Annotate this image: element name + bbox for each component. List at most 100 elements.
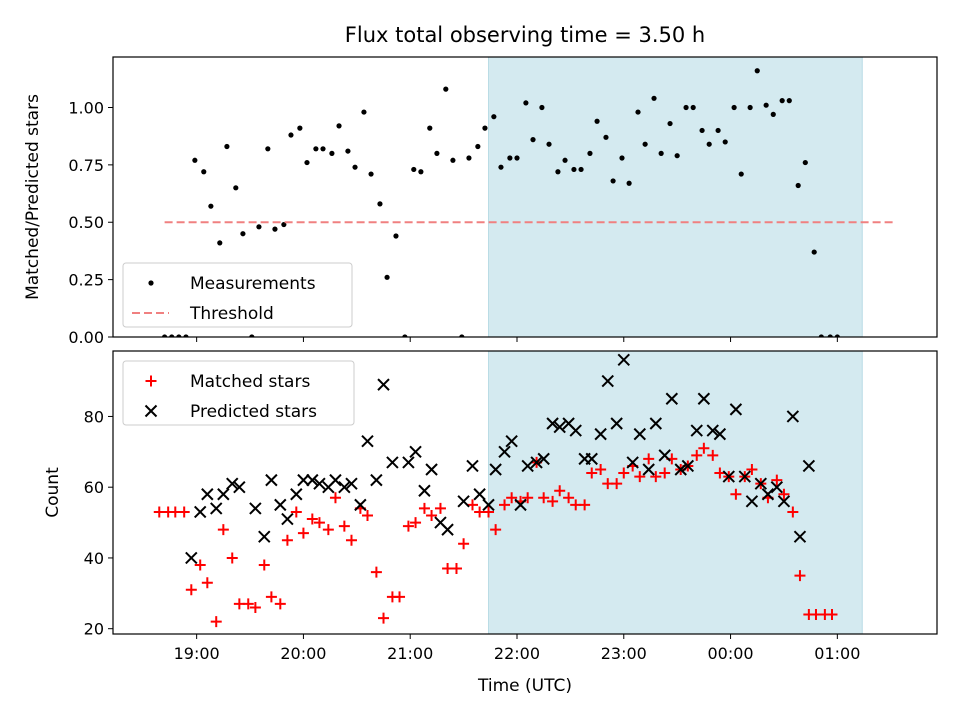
predicted-star-point	[457, 495, 470, 508]
measurement-point	[434, 150, 440, 156]
legend-swatch	[145, 375, 157, 387]
predicted-star-point	[418, 484, 431, 497]
predicted-star-point	[713, 427, 727, 441]
predicted-star-point	[617, 353, 630, 367]
y-tick-label: 0.00	[68, 328, 104, 347]
legend: Matched stars Predicted stars	[122, 360, 355, 426]
matched-star-point	[210, 616, 222, 628]
measurement-point	[571, 166, 577, 173]
predicted-star-point	[290, 488, 303, 501]
measurement-point	[811, 249, 817, 255]
predicted-star-point	[281, 512, 294, 526]
measurement-point	[162, 334, 168, 337]
predicted-star-point	[514, 498, 527, 512]
measurement-point	[320, 146, 326, 152]
measurement-point	[594, 118, 600, 124]
predicted-star-point	[345, 477, 358, 490]
matched-star-point	[361, 509, 373, 521]
predicted-star-point	[738, 470, 752, 483]
matched-star-point	[217, 524, 229, 536]
matched-star-point	[659, 467, 671, 479]
matched-star-point	[313, 517, 325, 529]
measurement-point	[731, 104, 737, 111]
predicted-star-point	[386, 456, 399, 469]
predicted-star-point	[233, 480, 246, 494]
matched-star-point	[650, 471, 662, 483]
matched-star-point	[618, 467, 630, 479]
matched-star-point	[378, 612, 390, 624]
measurement-point	[674, 153, 680, 159]
measurement-point	[578, 166, 584, 173]
matched-star-point	[595, 464, 607, 476]
measurement-point	[795, 182, 801, 189]
predicted-star-point	[210, 502, 223, 515]
legend-label: Measurements	[190, 274, 316, 294]
measurement-point	[603, 134, 609, 140]
predicted-star-point	[441, 523, 454, 536]
measurement-point	[715, 127, 721, 134]
predicted-star-point	[690, 424, 703, 437]
matched-star-point	[538, 492, 550, 504]
legend-label: Predicted stars	[190, 402, 317, 422]
measurement-point	[523, 100, 529, 106]
measurement-point	[475, 143, 481, 150]
measurement-point	[304, 159, 310, 166]
matched-star-point	[458, 538, 470, 550]
predicted-star-point	[313, 477, 326, 490]
predicted-star-point	[361, 434, 374, 448]
matched-star-point	[826, 609, 838, 621]
measurement-point	[658, 150, 664, 156]
measurement-point	[834, 334, 840, 337]
predicted-star-point	[297, 473, 310, 487]
matched-star-point	[394, 591, 406, 603]
matched-star-point	[290, 506, 302, 518]
predicted-star-point	[729, 403, 743, 416]
measurement-point	[651, 95, 657, 101]
measurement-point	[514, 155, 520, 161]
matched-star-point	[611, 478, 623, 490]
predicted-star-point	[226, 477, 239, 490]
measurement-point	[176, 334, 182, 337]
measurement-point	[377, 201, 383, 207]
y-tick-label: 80	[84, 407, 104, 426]
predicted-star-point	[546, 417, 559, 430]
measurement-point	[818, 334, 824, 337]
predicted-star-point	[553, 420, 566, 434]
matched-star-point	[410, 517, 422, 529]
measurement-point	[450, 157, 456, 163]
matched-star-point	[499, 499, 511, 511]
measurement-point	[443, 86, 449, 92]
legend-label: Threshold	[189, 304, 274, 324]
measurement-point	[288, 132, 294, 138]
matched-star-point	[714, 467, 726, 479]
measurement-point	[402, 334, 408, 337]
matched-star-point	[554, 485, 566, 497]
measurement-point	[491, 114, 497, 120]
predicted-star-point	[201, 488, 214, 501]
measurement-point	[722, 139, 728, 145]
matched-star-point	[274, 598, 286, 610]
measurement-point	[667, 120, 673, 127]
matched-star-point	[226, 552, 238, 564]
measurement-point	[619, 155, 625, 161]
measurement-point	[368, 171, 374, 177]
measurement-point	[635, 109, 641, 115]
matched-star-point	[794, 570, 806, 582]
plot-area	[162, 68, 897, 337]
predicted-star-point	[633, 427, 646, 441]
y-tick-label: 0.50	[68, 213, 104, 232]
predicted-star-point	[354, 498, 367, 512]
matched-star-point	[490, 524, 502, 536]
x-tick-label: 21:00	[387, 644, 433, 663]
predicted-star-point	[569, 424, 582, 437]
measurement-point	[683, 104, 689, 111]
legend-box	[122, 360, 355, 426]
matched-star-point	[563, 492, 575, 504]
matched-star-point	[306, 513, 318, 525]
predicted-star-point	[786, 410, 800, 423]
measurement-point	[539, 104, 545, 111]
matched-star-point	[707, 449, 719, 461]
matched-star-point	[185, 584, 197, 596]
measurement-point	[361, 109, 367, 115]
predicted-star-point	[193, 505, 207, 519]
